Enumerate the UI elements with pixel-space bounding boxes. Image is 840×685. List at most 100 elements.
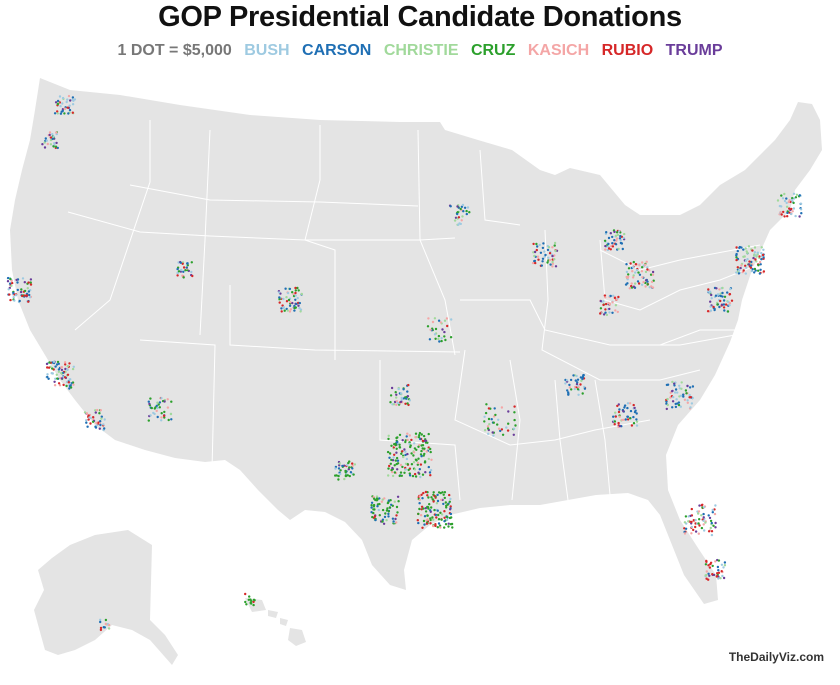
donation-dot <box>611 301 614 304</box>
donation-dot <box>421 473 425 476</box>
donation-dot <box>399 400 403 403</box>
donation-dot <box>447 525 450 528</box>
donation-dot <box>749 266 753 269</box>
donation-dot <box>632 422 636 425</box>
donation-dot <box>443 496 446 500</box>
donation-dot <box>758 260 762 264</box>
donation-dot <box>781 197 785 200</box>
donation-dot <box>429 450 432 454</box>
donation-dot <box>406 438 409 442</box>
donation-dot <box>351 462 354 465</box>
donation-dot <box>790 207 793 211</box>
donation-dot <box>776 199 780 202</box>
donation-dot <box>291 301 294 305</box>
donation-dot <box>392 520 395 523</box>
donation-dot <box>697 522 700 525</box>
donation-dot <box>404 462 408 465</box>
legend-kasich: KASICH <box>527 42 590 59</box>
donation-dot <box>705 577 708 580</box>
donation-dot <box>785 205 789 208</box>
donation-dot <box>721 295 724 298</box>
donation-dot <box>628 287 631 290</box>
donation-dot <box>399 471 403 474</box>
donation-dot <box>402 455 405 459</box>
donation-dot <box>436 499 440 503</box>
donation-dot <box>714 504 717 507</box>
donation-dot <box>375 495 379 498</box>
donation-dot <box>721 291 724 295</box>
donation-dot <box>461 203 465 207</box>
donation-dot <box>532 242 535 246</box>
donation-dot <box>673 391 677 394</box>
donation-dot <box>536 255 540 258</box>
donation-dot <box>735 246 738 249</box>
donation-dot <box>402 388 405 391</box>
donation-dot <box>614 234 618 237</box>
donation-dot <box>679 394 683 397</box>
donation-dot <box>289 301 292 304</box>
donation-dot <box>443 520 446 523</box>
donation-dot <box>607 236 611 240</box>
donation-dot <box>56 146 59 150</box>
donation-dot <box>439 511 442 514</box>
donation-dot <box>191 274 194 278</box>
donation-dot <box>753 251 757 254</box>
donation-dot <box>395 505 399 509</box>
donation-dot <box>707 530 711 533</box>
donation-dot <box>418 502 421 505</box>
donation-dot <box>7 288 10 291</box>
donation-dot <box>694 530 698 533</box>
donation-dot <box>449 205 452 208</box>
donation-dot <box>393 471 397 474</box>
donation-dot <box>166 398 169 401</box>
donation-dot <box>792 201 795 205</box>
donation-dot <box>244 592 247 596</box>
donation-dot <box>450 318 453 321</box>
donation-dot <box>162 414 166 417</box>
donation-dot <box>553 244 556 247</box>
donation-dot <box>421 497 424 500</box>
donation-dot <box>60 365 64 369</box>
donation-dot <box>297 304 300 307</box>
donation-dot <box>630 424 634 427</box>
donation-dot <box>156 406 159 410</box>
donation-dot <box>716 572 719 575</box>
donation-dot <box>343 477 346 481</box>
donation-dot <box>49 143 53 146</box>
donation-dot <box>790 212 793 216</box>
donation-dot <box>714 521 717 525</box>
donation-dot <box>351 467 354 470</box>
donation-dot <box>759 268 762 271</box>
donation-dot <box>544 253 547 257</box>
donation-dot <box>712 524 715 527</box>
donation-dot <box>708 291 711 294</box>
donation-dot <box>616 233 620 237</box>
donation-dot <box>413 472 417 476</box>
donation-dot <box>637 282 641 285</box>
donation-dot <box>72 365 76 368</box>
donation-dot <box>411 474 415 478</box>
donation-dot <box>437 522 441 525</box>
donation-dot <box>669 396 672 399</box>
donation-dot <box>435 516 438 519</box>
donation-dot <box>505 426 508 429</box>
donation-dot <box>642 280 645 284</box>
donation-dot <box>443 330 446 334</box>
donation-dot <box>632 260 635 264</box>
donation-dot <box>250 599 253 602</box>
donation-dot <box>378 502 381 506</box>
donation-dot <box>723 561 727 564</box>
donation-dot <box>708 516 712 520</box>
donation-dot <box>623 406 626 409</box>
donation-dot <box>512 433 515 436</box>
donation-dot <box>538 243 541 247</box>
donation-dot <box>737 269 741 272</box>
donation-dot <box>421 447 424 450</box>
donation-dot <box>417 436 421 439</box>
donation-dot <box>65 384 68 388</box>
donation-dot <box>424 471 427 474</box>
donation-dot <box>635 412 638 415</box>
donation-dot <box>294 286 297 290</box>
donation-dot <box>46 142 49 146</box>
donation-dots <box>6 94 803 632</box>
